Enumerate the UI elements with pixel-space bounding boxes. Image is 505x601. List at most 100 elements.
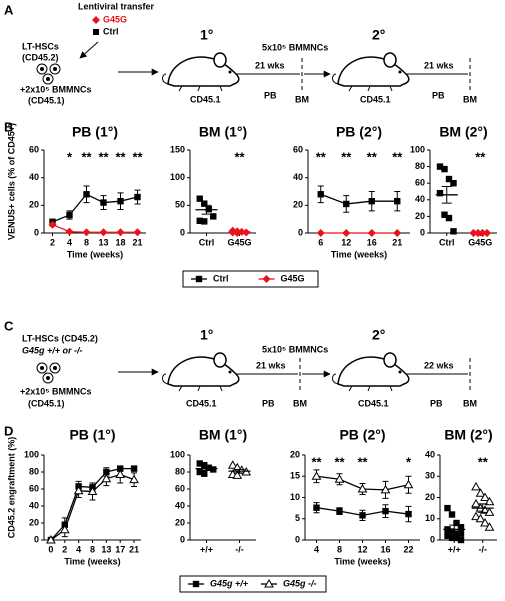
- marker: [66, 211, 73, 219]
- marker: [445, 175, 453, 183]
- marker: [471, 481, 481, 491]
- marker: [457, 524, 465, 531]
- y-tick-label: 0: [298, 227, 303, 237]
- stage-label: 2°: [372, 27, 385, 43]
- marker: [48, 220, 57, 229]
- y-tick-label: 0: [430, 534, 435, 544]
- significance: **: [392, 149, 403, 164]
- marker: [99, 228, 108, 237]
- y-tick-label: 0: [34, 227, 39, 237]
- cells: [36, 63, 61, 85]
- panel-label: B: [4, 119, 13, 134]
- y-tick-label: 30: [425, 471, 435, 481]
- chart-title: BM (2°): [439, 124, 487, 140]
- sem-bar: [201, 204, 212, 215]
- x-tick-label: 6: [318, 237, 323, 247]
- marker: [448, 528, 456, 535]
- marker: [87, 486, 98, 496]
- marker: [201, 470, 208, 477]
- significance: **: [81, 149, 92, 164]
- y-tick-label: 0: [295, 534, 300, 544]
- significance: **: [115, 149, 126, 164]
- marker: [196, 468, 203, 476]
- donor-label: (CD45.2): [22, 52, 59, 62]
- x-axis-label: Time (weeks): [334, 556, 390, 566]
- marker: [405, 510, 412, 518]
- y-tick-label: 20: [175, 517, 185, 527]
- sample-label: BM: [463, 94, 477, 104]
- time-label: 21 wks: [256, 360, 286, 370]
- x-tick-label: 21: [129, 544, 139, 554]
- sem-bar: [449, 524, 460, 535]
- time-label: 21 wks: [255, 60, 285, 70]
- marker: [201, 218, 208, 225]
- y-tick-label: 40: [415, 194, 425, 204]
- marker: [59, 524, 70, 534]
- significance: **: [132, 149, 143, 164]
- marker: [475, 488, 486, 497]
- transfer-label: Lentiviral transfer: [78, 1, 155, 11]
- time-label: 21 wks: [424, 60, 454, 70]
- marker: [196, 195, 203, 202]
- y-tick-label: 60: [29, 483, 39, 493]
- marker: [201, 200, 208, 207]
- marker: [317, 191, 324, 198]
- x-tick-label: 4: [67, 237, 72, 247]
- donor-label: LT-HSCs (CD45.2): [22, 333, 98, 343]
- y-tick-label: 80: [29, 466, 39, 476]
- y-tick-label: 0: [34, 534, 39, 544]
- marker: [450, 180, 457, 187]
- marker: [73, 485, 84, 495]
- x-tick-label: +/+: [200, 544, 213, 554]
- marker: [448, 534, 456, 542]
- x-tick-label: 8: [84, 237, 89, 247]
- marker: [367, 229, 376, 237]
- legend-label: G45g +/+: [210, 578, 249, 588]
- marker: [453, 519, 460, 527]
- x-tick-label: 21: [132, 237, 142, 247]
- marker: [116, 228, 125, 237]
- marker: [484, 496, 495, 506]
- marker: [210, 213, 217, 220]
- arrow: [79, 41, 99, 59]
- time-label: 22 wks: [424, 360, 454, 370]
- significance: **: [478, 454, 489, 469]
- marker: [475, 513, 486, 523]
- x-tick-label: 2: [50, 237, 55, 247]
- x-tick-label: Ctrl: [439, 237, 455, 247]
- chart-title: BM (1°): [199, 124, 247, 140]
- mouse: [161, 52, 240, 92]
- marker: [201, 462, 208, 469]
- sample-label: PB: [264, 90, 277, 100]
- series-line: [320, 193, 398, 205]
- marker: [192, 580, 200, 588]
- sample-label: PB: [432, 90, 445, 100]
- series-line: [52, 193, 138, 223]
- marker: [227, 460, 238, 469]
- significance: **: [316, 149, 327, 164]
- x-tick-label: 8: [90, 544, 95, 554]
- mouse: [161, 352, 240, 392]
- chart-title: PB (1°): [72, 124, 118, 140]
- marker: [195, 275, 203, 283]
- marker: [444, 532, 451, 539]
- marker: [448, 511, 456, 518]
- x-axis-label: Time (weeks): [331, 249, 387, 259]
- marker: [264, 578, 274, 588]
- marker: [232, 470, 243, 479]
- marker: [205, 464, 212, 471]
- x-tick-label: 21: [392, 237, 402, 247]
- x-tick-label: 8: [337, 544, 342, 554]
- y-tick-label: 40: [175, 500, 185, 510]
- x-tick-label: 0: [48, 544, 53, 554]
- y-tick-label: 10: [425, 513, 435, 523]
- marker: [444, 504, 451, 512]
- significance: **: [98, 149, 109, 164]
- panel-label: A: [4, 2, 14, 17]
- marker: [357, 483, 368, 493]
- marker: [359, 512, 366, 519]
- x-tick-label: 4: [76, 544, 81, 554]
- chart-title: BM (2°): [444, 427, 492, 443]
- y-tick-label: 0: [180, 227, 185, 237]
- sample-label: BM: [463, 398, 477, 408]
